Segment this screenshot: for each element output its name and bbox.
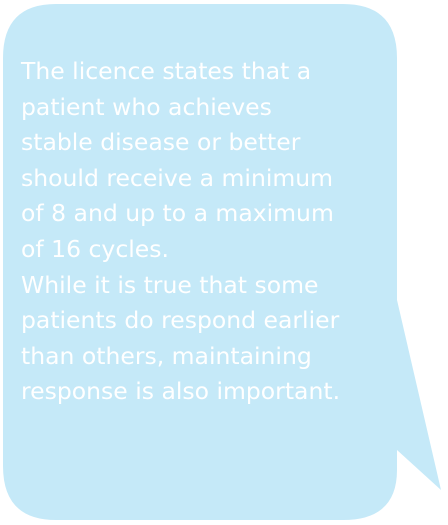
bubble-line: response is also important. [21, 377, 341, 406]
speech-bubble-body [3, 4, 441, 520]
bubble-line: stable disease or better [21, 128, 301, 157]
bubble-line: patient who achieves [21, 92, 272, 121]
bubble-line: patients do respond earlier [21, 306, 340, 335]
bubble-line: than others, maintaining [21, 341, 312, 370]
bubble-line: of 8 and up to a maximum [21, 199, 334, 228]
bubble-line: should receive a minimum [21, 163, 334, 192]
speech-bubble-text: The licence states that a patient who ac… [21, 54, 401, 410]
bubble-line: The licence states that a [21, 57, 312, 85]
bubble-line: of 16 cycles. [21, 234, 169, 263]
bubble-line: While it is true that some [21, 270, 319, 299]
